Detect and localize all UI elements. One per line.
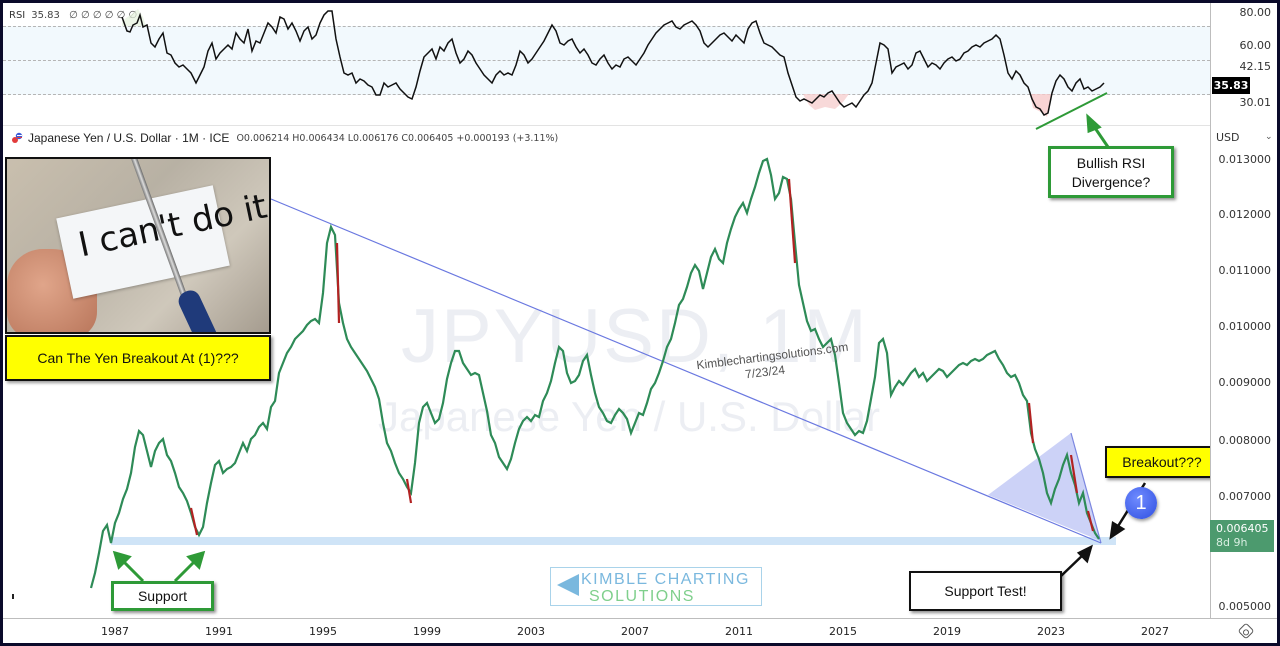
x-label-2019: 2019 [933,625,961,638]
kimble-logo: KIMBLE CHARTING SOLUTIONS [550,567,762,606]
motivational-photo: I can't do it [5,157,271,334]
x-label-2003: 2003 [517,625,545,638]
tick-mark [12,594,14,599]
bar-countdown: 8d 9h [1216,536,1248,549]
price-candles [89,157,1100,589]
breakout-callout: Breakout??? [1105,446,1219,478]
headline-callout: Can The Yen Breakout At (1)??? [5,335,271,381]
symbol-title: Japanese Yen / U.S. Dollar · 1M · ICE [28,131,230,145]
x-label-2023: 2023 [1037,625,1065,638]
rsi-na-values: ∅ ∅ ∅ ∅ ∅ ∅ [69,10,138,21]
price-axis-10000: 0.010000 [1218,320,1272,333]
down-candles [189,178,1095,536]
rsi-legend[interactable]: RSI 35.83 ∅ ∅ ∅ ∅ ∅ ∅ [9,10,137,21]
symbol-watermark: JPYUSD, 1M [401,294,869,379]
rsi-divergence-line [1035,92,1108,130]
x-label-2027: 2027 [1141,625,1169,638]
ohlc-values: O0.006214 H0.006434 L0.006176 C0.006405 … [236,132,559,144]
logo-arrow-icon [557,574,579,596]
support-test-callout: Support Test! [909,571,1062,611]
price-axis-13000: 0.013000 [1218,153,1272,166]
rsi-axis-60: 60.00 [1239,39,1272,52]
price-axis-12000: 0.012000 [1218,208,1272,221]
price-axis-7000: 0.007000 [1218,490,1272,503]
chart-canvas[interactable] [3,3,1210,618]
time-axis[interactable]: 1987 1991 1995 1999 2003 2007 2011 2015 … [3,618,1277,643]
x-label-1999: 1999 [413,625,441,638]
price-axis-5000: 0.005000 [1218,600,1272,613]
marker-1-badge: 1 [1125,487,1157,519]
chart-frame: RSI 35.83 ∅ ∅ ∅ ∅ ∅ ∅ JPYUSD, 1M Japanese… [3,3,1277,643]
rsi-current-tag: 35.83 [1212,77,1250,94]
rsi-line [121,10,1105,116]
rsi-level-30 [3,94,1210,95]
logo-line1: KIMBLE CHARTING [581,571,750,588]
support-callout: Support [111,581,214,611]
bullish-rsi-line2: Divergence? [1071,174,1151,190]
bullish-rsi-callout: Bullish RSI Divergence? [1048,146,1174,198]
rsi-axis-80: 80.00 [1239,6,1272,19]
x-label-1987: 1987 [101,625,129,638]
bullish-rsi-line1: Bullish RSI [1076,155,1146,171]
rsi-axis-42: 42.15 [1239,60,1272,73]
chevron-down-icon[interactable]: ⌄ [1265,131,1273,141]
x-label-2007: 2007 [621,625,649,638]
settings-gear-icon[interactable] [1237,622,1255,640]
support-arrows [112,113,1110,583]
pane-separator[interactable] [3,125,1277,126]
wedge-fill [988,433,1101,541]
last-price-tag: 0.006405 8d 9h [1210,520,1274,552]
x-label-1991: 1991 [205,625,233,638]
rsi-name: RSI [9,10,26,21]
support-band [111,537,1116,545]
resistance-trendline [270,198,1102,544]
last-price: 0.006405 [1216,522,1269,535]
scissors-handle-icon [175,287,221,332]
x-label-1995: 1995 [309,625,337,638]
currency-selector[interactable]: USD [1216,131,1240,144]
symbol-legend[interactable]: Japanese Yen / U.S. Dollar · 1M · ICE O0… [11,131,558,145]
logo-line2: SOLUTIONS [589,588,695,605]
x-label-2011: 2011 [725,625,753,638]
rsi-value: 35.83 [31,10,60,21]
price-axis-11000: 0.011000 [1218,264,1272,277]
rsi-level-70 [3,26,1210,27]
price-axis-8000: 0.008000 [1218,434,1272,447]
x-label-2015: 2015 [829,625,857,638]
price-axis-9000: 0.009000 [1218,376,1272,389]
flag-icon [11,132,23,144]
rsi-axis-30: 30.01 [1239,96,1272,109]
